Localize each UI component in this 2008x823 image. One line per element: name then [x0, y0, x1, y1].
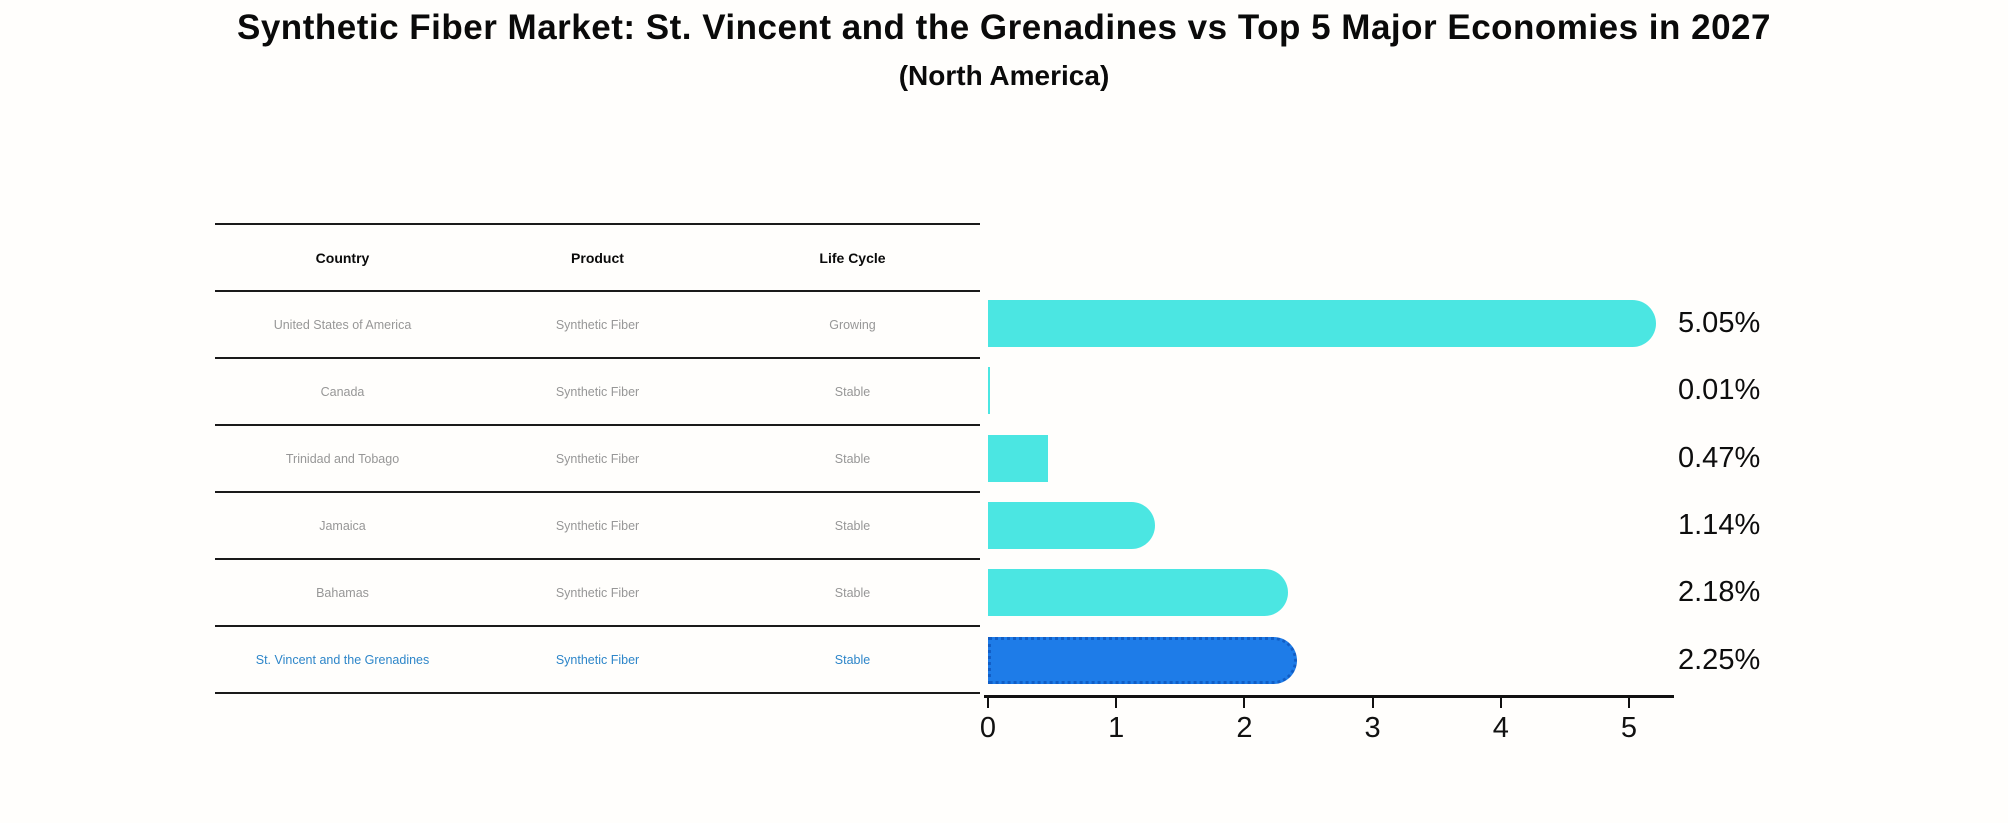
- cell-country: St. Vincent and the Grenadines: [255, 652, 430, 667]
- x-axis-tick-label: 2: [1236, 712, 1253, 744]
- bar-row-jamaica: 1.14%: [988, 492, 2008, 559]
- x-axis-tick-label: 4: [1492, 712, 1509, 744]
- column-header-life-cycle: Life Cycle: [725, 224, 980, 292]
- bar-trinidad-and-tobago: [988, 434, 1049, 482]
- bar-value-label: 0.47%: [1678, 441, 1761, 474]
- cell-country: Canada: [320, 384, 365, 399]
- bar-row-st-vincent-and-the-grenadines: 2.25%: [988, 627, 2008, 694]
- table-row: Trinidad and Tobago Synthetic Fiber Stab…: [215, 425, 980, 492]
- bar-row-united-states: 5.05%: [988, 290, 2008, 357]
- table-row: Jamaica Synthetic Fiber Stable: [215, 492, 980, 559]
- x-axis-tick: [1499, 698, 1502, 708]
- bar-canada: [988, 367, 990, 415]
- x-axis-line: [984, 695, 1674, 698]
- cell-life-cycle: Stable: [834, 384, 871, 399]
- column-header-country: Country: [215, 224, 470, 292]
- table-row: Canada Synthetic Fiber Stable: [215, 358, 980, 425]
- table-header-row: Country Product Life Cycle: [215, 224, 980, 292]
- table-row: Bahamas Synthetic Fiber Stable: [215, 559, 980, 626]
- cell-life-cycle: Stable: [834, 585, 871, 600]
- chart-title: Synthetic Fiber Market: St. Vincent and …: [237, 8, 1771, 47]
- economy-table: Country Product Life Cycle United States…: [215, 223, 980, 694]
- cell-life-cycle: Stable: [834, 652, 871, 667]
- bar-value-label: 5.05%: [1678, 307, 1761, 339]
- cell-product: Synthetic Fiber: [555, 518, 640, 533]
- bar-united-states: [988, 300, 1657, 347]
- cell-product: Synthetic Fiber: [555, 652, 640, 667]
- bar-st-vincent-and-the-grenadines: [988, 636, 1298, 684]
- cell-country: Trinidad and Tobago: [285, 451, 400, 466]
- x-axis-tick: [1115, 698, 1118, 708]
- bar-value-label: 1.14%: [1678, 509, 1761, 541]
- bar-value-label: 2.25%: [1678, 643, 1761, 676]
- chart-subtitle: (North America): [898, 60, 1110, 91]
- x-axis-tick: [1243, 698, 1246, 708]
- bar-value-label: 2.18%: [1678, 576, 1761, 609]
- bar-row-canada: 0.01%: [988, 357, 2008, 424]
- cell-country: Jamaica: [319, 518, 366, 533]
- table-row: United States of America Synthetic Fiber…: [215, 291, 980, 358]
- x-axis-tick-label: 1: [1108, 712, 1125, 744]
- x-axis-tick: [1628, 698, 1630, 708]
- x-axis-tick-label: 3: [1364, 712, 1381, 744]
- bar-bahamas: [988, 569, 1289, 617]
- cell-product: Synthetic Fiber: [555, 585, 640, 600]
- x-axis-tick-label: 0: [979, 712, 997, 744]
- x-axis-tick-label: 5: [1620, 712, 1638, 744]
- cell-life-cycle: Stable: [834, 518, 871, 533]
- bar-jamaica: [988, 502, 1156, 549]
- cell-life-cycle: Growing: [829, 317, 876, 332]
- table-header: Country Product Life Cycle: [215, 224, 980, 292]
- cell-life-cycle: Stable: [834, 451, 871, 466]
- column-header-product: Product: [470, 224, 725, 292]
- x-axis-tick: [1371, 698, 1374, 708]
- bar-row-trinidad-and-tobago: 0.47%: [988, 425, 2008, 492]
- cell-product: Synthetic Fiber: [555, 317, 640, 332]
- cell-product: Synthetic Fiber: [555, 384, 640, 399]
- bar-row-bahamas: 2.18%: [988, 559, 2008, 626]
- cell-country: United States of America: [273, 317, 412, 332]
- cell-country: Bahamas: [316, 585, 369, 600]
- bar-value-label: 0.01%: [1678, 374, 1761, 407]
- table-row-highlighted: St. Vincent and the Grenadines Synthetic…: [215, 626, 980, 693]
- cell-product: Synthetic Fiber: [555, 451, 640, 466]
- x-axis-tick: [987, 698, 989, 708]
